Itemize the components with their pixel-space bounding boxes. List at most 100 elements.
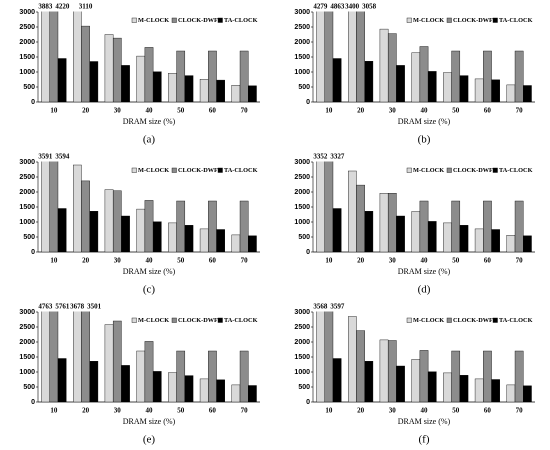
value-label: 3591 <box>38 153 53 161</box>
bar <box>451 350 461 402</box>
x-tick-label: 60 <box>209 257 217 265</box>
bars <box>316 311 532 402</box>
y-tick-label: 2500 <box>19 324 35 331</box>
y-tick-label: 500 <box>298 384 310 391</box>
legend-swatch <box>171 167 177 173</box>
x-axis-label: DRAM size (%) <box>123 117 176 126</box>
bar <box>419 46 429 102</box>
bar <box>506 384 516 402</box>
y-tick-label: 1000 <box>19 219 35 226</box>
bar <box>523 235 532 252</box>
bar <box>239 350 249 402</box>
y-tick-label: 1000 <box>19 69 35 76</box>
caption: (e) <box>143 434 156 446</box>
bar <box>104 324 114 402</box>
bar <box>152 71 162 102</box>
caption: (b) <box>418 134 431 146</box>
bar <box>176 350 186 402</box>
x-tick-label: 10 <box>325 407 333 415</box>
y-tick-label: 1500 <box>294 54 310 61</box>
x-tick-label: 30 <box>389 407 397 415</box>
y-tick-label: 0 <box>306 99 310 106</box>
value-label: 3594 <box>55 153 70 161</box>
x-tick-label: 70 <box>516 407 524 415</box>
x-axis-label: DRAM size (%) <box>398 417 451 426</box>
legend-swatch <box>171 17 177 23</box>
bar <box>332 358 342 402</box>
bar <box>324 161 334 252</box>
bar <box>459 225 469 252</box>
bar <box>523 85 532 102</box>
legend-label: CLOCK-DWF <box>453 17 493 24</box>
y-tick-label: 2000 <box>294 39 310 46</box>
x-tick-label: 10 <box>325 257 333 265</box>
bar <box>216 79 225 102</box>
bars <box>41 161 257 252</box>
y-tick-label: 3000 <box>19 9 35 16</box>
bar <box>427 221 437 252</box>
y-tick-label: 1000 <box>294 69 310 76</box>
bar <box>451 50 461 102</box>
value-label: 3058 <box>362 3 377 11</box>
y-tick-label: 3000 <box>294 9 310 16</box>
bar <box>104 189 114 252</box>
x-axis-label: DRAM size (%) <box>398 117 451 126</box>
bar <box>419 350 429 402</box>
x-tick-label: 50 <box>452 257 460 265</box>
value-label: 4763 <box>38 303 53 311</box>
bar <box>152 371 162 402</box>
subplot: 0 500 1000 1500 2000 2500 3000 10 3883 4220 20 3110… <box>19 3 260 146</box>
x-tick-label: 40 <box>146 407 154 415</box>
bar <box>332 58 342 102</box>
bar <box>483 200 492 252</box>
bar <box>411 359 421 402</box>
bar <box>523 385 532 402</box>
legend-swatch <box>492 317 498 323</box>
y-tick-label: 500 <box>298 84 310 91</box>
legend-swatch <box>131 317 137 323</box>
bar <box>356 330 365 402</box>
x-tick-label: 30 <box>114 107 122 115</box>
bar <box>89 61 99 102</box>
legend-label: TA-CLOCK <box>224 17 258 24</box>
bar <box>514 200 524 252</box>
bar <box>216 229 225 252</box>
bar <box>348 11 357 102</box>
bar <box>104 34 114 102</box>
bar <box>73 164 82 252</box>
bar <box>239 50 249 102</box>
legend-label: CLOCK-DWF <box>453 167 493 174</box>
bar <box>514 50 524 102</box>
legend-swatch <box>131 167 137 173</box>
bar <box>506 84 516 102</box>
x-tick-label: 50 <box>452 107 460 115</box>
bar <box>199 78 209 102</box>
legend-label: M-CLOCK <box>138 317 169 324</box>
bar <box>81 311 90 402</box>
legend-label: M-CLOCK <box>138 167 169 174</box>
legend-swatch <box>131 17 137 23</box>
subplot: 0 500 1000 1500 2000 2500 3000 10 4279 4863 20 3400… <box>294 3 535 146</box>
bar <box>396 215 405 252</box>
x-tick-label: 30 <box>389 107 397 115</box>
y-tick-label: 0 <box>306 399 310 406</box>
x-tick-label: 40 <box>421 107 429 115</box>
value-label: 3327 <box>330 153 345 161</box>
bar <box>184 375 194 402</box>
x-tick-label: 50 <box>177 107 185 115</box>
bar <box>57 208 67 252</box>
caption: (f) <box>419 434 430 446</box>
bar <box>81 25 90 102</box>
bar <box>474 378 484 402</box>
x-axis-label: DRAM size (%) <box>123 417 176 426</box>
bar <box>144 341 154 402</box>
bar <box>248 235 257 252</box>
bar <box>112 190 122 252</box>
x-tick-label: 60 <box>209 407 217 415</box>
y-tick-label: 2500 <box>294 24 310 31</box>
bars <box>316 161 532 252</box>
y-tick-label: 2000 <box>19 339 35 346</box>
legend-label: TA-CLOCK <box>224 167 258 174</box>
bar <box>248 85 257 102</box>
x-tick-label: 20 <box>82 257 90 265</box>
